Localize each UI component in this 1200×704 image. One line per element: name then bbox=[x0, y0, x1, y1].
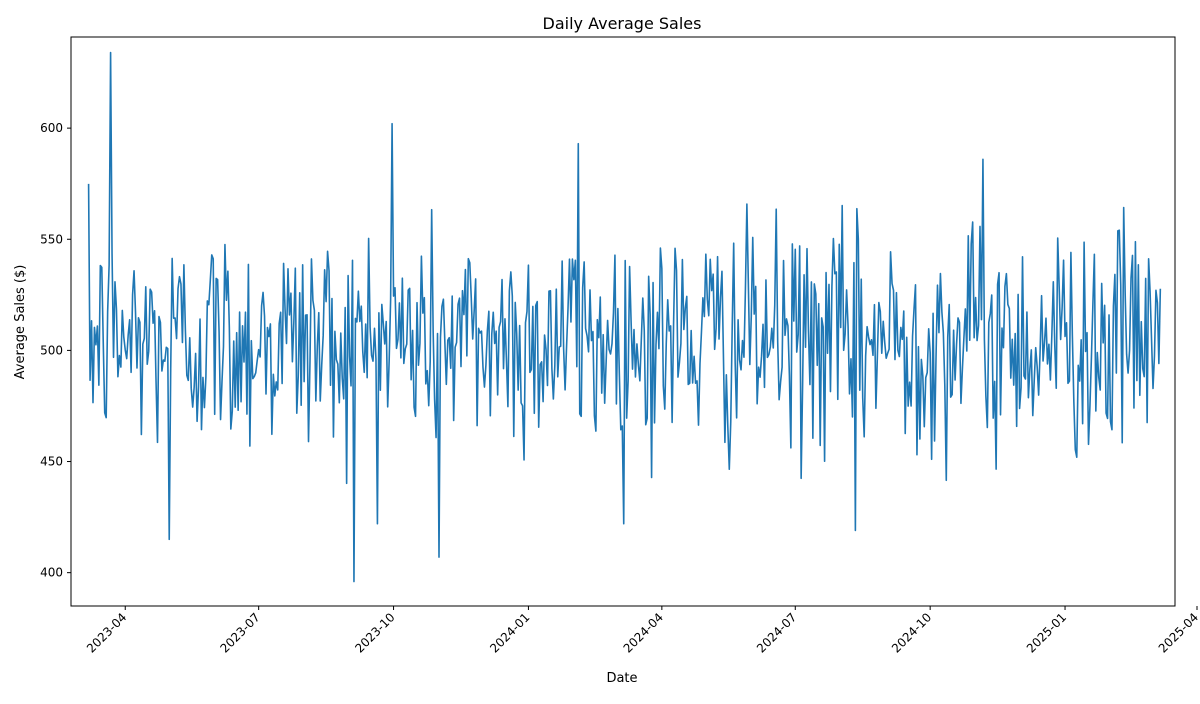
y-tick-label: 400 bbox=[40, 566, 63, 580]
y-tick-label: 550 bbox=[40, 232, 63, 246]
y-tick-label: 450 bbox=[40, 455, 63, 469]
chart-title: Daily Average Sales bbox=[543, 14, 702, 33]
y-axis-label: Average Sales ($) bbox=[13, 265, 28, 380]
x-axis-label: Date bbox=[606, 671, 637, 686]
plot-frame bbox=[70, 36, 1176, 607]
y-tick-label: 500 bbox=[40, 343, 63, 357]
y-tick-label: 600 bbox=[40, 121, 63, 135]
series-line bbox=[87, 51, 1162, 583]
